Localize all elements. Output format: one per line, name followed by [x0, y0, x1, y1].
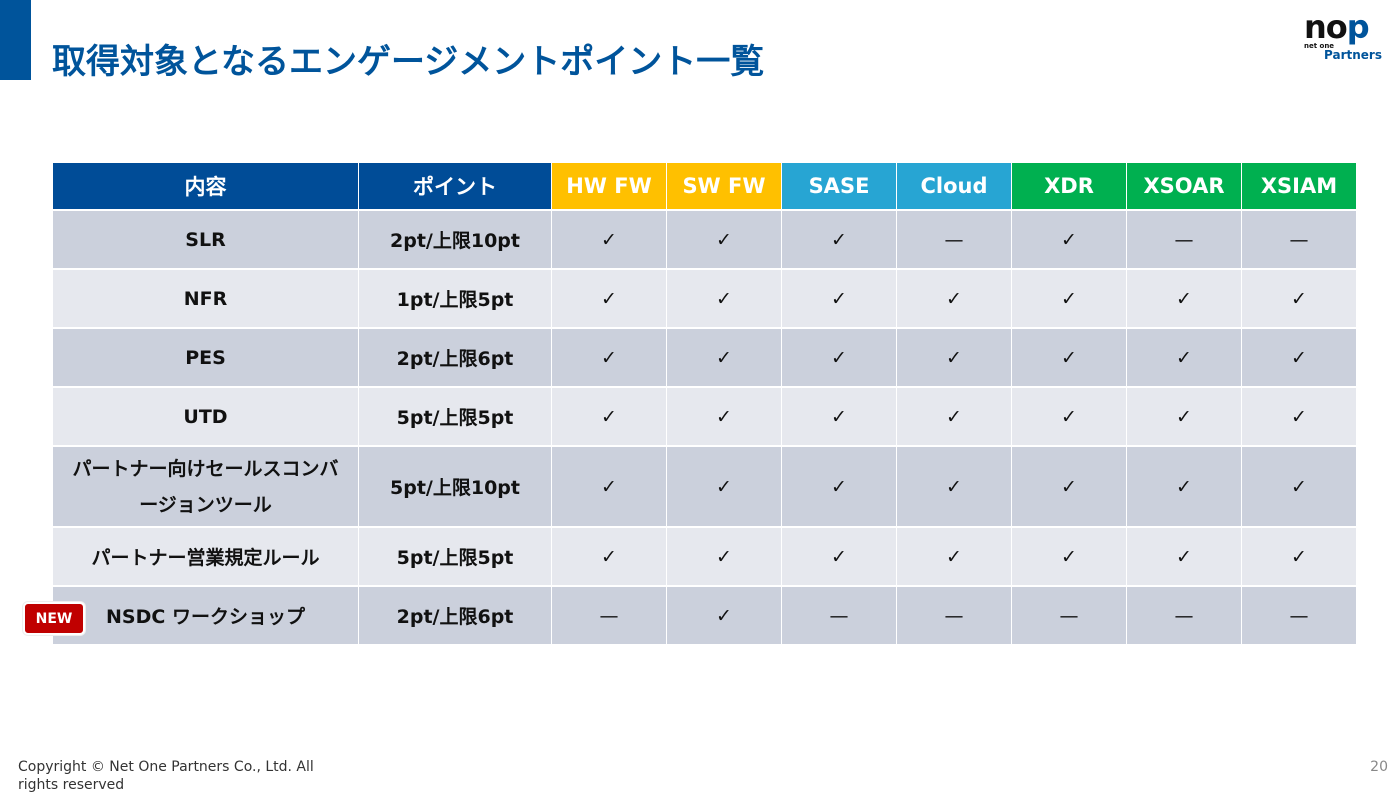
- check-icon: ✓: [552, 270, 666, 327]
- check-icon: ✓: [1242, 270, 1356, 327]
- logo-name: Partners: [1324, 48, 1382, 62]
- logo: nop net one Partners: [1300, 8, 1384, 64]
- check-icon: ✓: [782, 270, 896, 327]
- row-label: パートナー営業規定ルール: [53, 528, 358, 585]
- dash-icon: —: [1127, 211, 1241, 268]
- check-icon: ✓: [897, 270, 1011, 327]
- check-icon: ✓: [1012, 211, 1126, 268]
- dash-icon: —: [1242, 587, 1356, 644]
- check-icon: ✓: [667, 528, 781, 585]
- check-icon: ✓: [782, 447, 896, 526]
- row-points: 5pt/上限5pt: [359, 388, 551, 445]
- column-header: 内容: [53, 163, 358, 209]
- check-icon: ✓: [1012, 528, 1126, 585]
- row-label: NFR: [53, 270, 358, 327]
- engagement-points-table: 内容 ポイント HW FW SW FW SASE Cloud XDR XSOAR XSIAM SL…: [53, 163, 1356, 644]
- check-icon: ✓: [1127, 447, 1241, 526]
- check-icon: ✓: [1127, 329, 1241, 386]
- page-title: 取得対象となるエンゲージメントポイント一覧: [52, 42, 765, 82]
- check-icon: ✓: [1012, 329, 1126, 386]
- column-header: Cloud: [897, 163, 1011, 209]
- check-icon: ✓: [667, 329, 781, 386]
- dash-icon: —: [1012, 587, 1126, 644]
- dash-icon: —: [1127, 587, 1241, 644]
- dash-icon: —: [552, 587, 666, 644]
- column-header: ポイント: [359, 163, 551, 209]
- check-icon: ✓: [1242, 447, 1356, 526]
- row-label: NSDC ワークショップ: [53, 587, 358, 644]
- check-icon: ✓: [782, 211, 896, 268]
- check-icon: ✓: [552, 388, 666, 445]
- dash-icon: —: [897, 587, 1011, 644]
- check-icon: ✓: [667, 447, 781, 526]
- check-icon: ✓: [782, 329, 896, 386]
- dash-icon: —: [897, 211, 1011, 268]
- check-icon: ✓: [552, 329, 666, 386]
- title-accent-bar: [0, 0, 31, 80]
- column-header: XSOAR: [1127, 163, 1241, 209]
- row-label: SLR: [53, 211, 358, 268]
- row-label: パートナー向けセールスコンバージョンツール: [53, 447, 358, 526]
- row-points: 2pt/上限10pt: [359, 211, 551, 268]
- copyright: Copyright © Net One Partners Co., Ltd. A…: [18, 759, 314, 793]
- check-icon: ✓: [1012, 388, 1126, 445]
- logo-mark: nop: [1304, 8, 1370, 46]
- dash-icon: —: [1242, 211, 1356, 268]
- check-icon: ✓: [552, 528, 666, 585]
- check-icon: ✓: [667, 270, 781, 327]
- row-points: 1pt/上限5pt: [359, 270, 551, 327]
- check-icon: ✓: [1012, 447, 1126, 526]
- check-icon: ✓: [552, 211, 666, 268]
- check-icon: ✓: [782, 528, 896, 585]
- column-header: XSIAM: [1242, 163, 1356, 209]
- row-label: PES: [53, 329, 358, 386]
- logo-sub: net one: [1304, 42, 1335, 50]
- check-icon: ✓: [782, 388, 896, 445]
- check-icon: ✓: [1242, 388, 1356, 445]
- row-label: UTD: [53, 388, 358, 445]
- column-header: SASE: [782, 163, 896, 209]
- check-icon: ✓: [897, 528, 1011, 585]
- check-icon: ✓: [1127, 528, 1241, 585]
- check-icon: ✓: [667, 388, 781, 445]
- row-points: 5pt/上限10pt: [359, 447, 551, 526]
- check-icon: ✓: [1012, 270, 1126, 327]
- check-icon: ✓: [552, 447, 666, 526]
- new-badge: NEW: [23, 602, 85, 635]
- check-icon: ✓: [897, 329, 1011, 386]
- dash-icon: —: [782, 587, 896, 644]
- column-header: XDR: [1012, 163, 1126, 209]
- check-icon: ✓: [897, 388, 1011, 445]
- check-icon: ✓: [667, 587, 781, 644]
- column-header: SW FW: [667, 163, 781, 209]
- check-icon: ✓: [667, 211, 781, 268]
- check-icon: ✓: [1242, 528, 1356, 585]
- column-header: HW FW: [552, 163, 666, 209]
- check-icon: ✓: [1242, 329, 1356, 386]
- check-icon: ✓: [1127, 270, 1241, 327]
- page-number: 20: [1370, 759, 1388, 775]
- check-icon: ✓: [897, 447, 1011, 526]
- row-points: 2pt/上限6pt: [359, 587, 551, 644]
- row-points: 2pt/上限6pt: [359, 329, 551, 386]
- row-points: 5pt/上限5pt: [359, 528, 551, 585]
- check-icon: ✓: [1127, 388, 1241, 445]
